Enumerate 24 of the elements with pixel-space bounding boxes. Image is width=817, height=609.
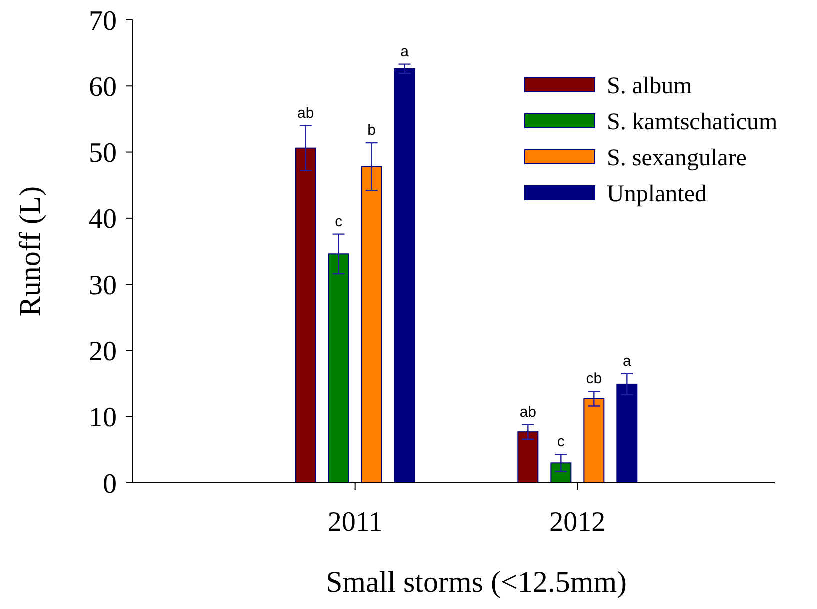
legend-label: Unplanted [607,181,707,208]
legend-label: S. sexangulare [607,145,747,172]
y-tick-label: 50 [89,138,117,170]
annotation: a [622,352,632,370]
y-tick-label: 40 [89,204,117,236]
annotation: c [335,213,344,230]
annotation: ab [520,404,537,421]
y-tick-label: 10 [89,402,117,434]
annotation: a [400,43,410,60]
x-axis-title: Small storms (<12.5mm) [326,566,628,599]
y-tick-label: 60 [89,72,117,103]
y-tick-label: 0 [103,468,117,500]
y-tick-label: 20 [89,336,117,368]
annotation: cb [586,370,602,388]
y-tick-label: 30 [89,270,117,302]
legend-label: S. kamtschaticum [607,109,778,136]
x-tick-label: 2012 [550,507,606,538]
y-axis-title: Runoff (L) [14,186,47,317]
annotation: ab [297,104,314,122]
annotation: b [368,122,376,140]
y-tick-label: 70 [89,6,117,37]
annotation: c [557,434,566,451]
legend-label: S. album [607,73,693,100]
x-tick-label: 2011 [328,507,383,538]
